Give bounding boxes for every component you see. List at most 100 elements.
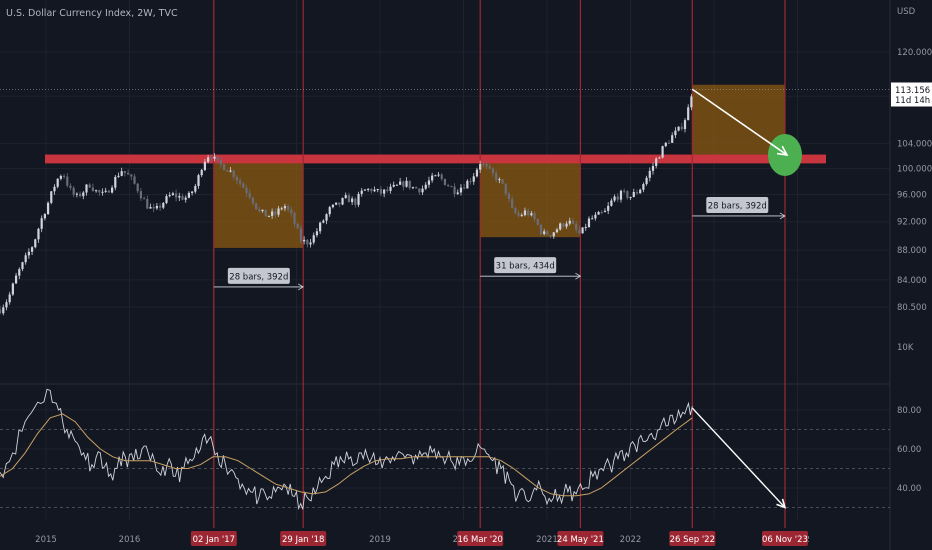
candle-body xyxy=(239,180,242,184)
candle-body xyxy=(600,212,603,214)
event-date-label: 29 Jan '18 xyxy=(282,535,324,545)
candle-body xyxy=(514,208,517,214)
candle-body xyxy=(274,211,277,215)
candle-body xyxy=(325,214,328,221)
candle-body xyxy=(575,223,578,230)
candle-body xyxy=(264,209,267,217)
candle-body xyxy=(520,215,523,217)
candle-body xyxy=(667,142,671,144)
candle-body xyxy=(75,193,78,195)
candle-body xyxy=(674,130,677,136)
candle-body xyxy=(210,157,213,159)
event-date-label: 24 May '21 xyxy=(557,535,604,545)
candle-body xyxy=(88,184,91,188)
candle-body xyxy=(27,251,30,256)
candle-body xyxy=(69,185,72,188)
resistance-band-rect xyxy=(45,154,826,164)
candle-body xyxy=(34,239,37,248)
candle-body xyxy=(488,166,491,169)
candle-body xyxy=(607,205,610,211)
annotations: 28 bars, 392d 31 bars, 434d 28 bars, 392d xyxy=(213,88,802,509)
price-axis-unit: USD xyxy=(897,7,916,17)
candle-body xyxy=(389,186,392,191)
candle-body xyxy=(18,269,21,276)
candle-body xyxy=(277,208,280,215)
candle-body xyxy=(495,173,498,181)
candle-body xyxy=(322,220,325,223)
candle-body xyxy=(571,220,575,224)
candle-body xyxy=(671,135,674,143)
measure-arrow-head xyxy=(779,212,786,220)
time-tick-label: 2021 xyxy=(536,535,558,545)
candle-body xyxy=(677,126,680,131)
candle-body xyxy=(491,168,495,174)
candle-body xyxy=(232,170,235,177)
candle-body xyxy=(91,187,94,191)
candle-body xyxy=(354,198,357,205)
candle-body xyxy=(533,213,536,220)
candle-body xyxy=(261,209,264,212)
candle-body xyxy=(66,176,69,186)
candle-body xyxy=(40,218,43,229)
time-range-zone xyxy=(480,158,581,238)
candle-body xyxy=(351,198,354,203)
candle-body xyxy=(72,187,75,195)
measure-arrow-head xyxy=(575,272,582,280)
candle-body xyxy=(107,190,110,193)
candle-body xyxy=(357,193,360,205)
candle-body xyxy=(402,181,405,187)
candle-body xyxy=(466,180,469,189)
candle-body xyxy=(319,222,322,232)
candle-body xyxy=(552,232,555,237)
candle-body xyxy=(303,239,306,242)
candle-body xyxy=(5,302,8,308)
candle-body xyxy=(85,184,88,193)
candle-body xyxy=(30,247,34,252)
time-tick-label: 2015 xyxy=(35,535,57,545)
candle-body xyxy=(78,193,82,197)
candle-body xyxy=(2,307,5,314)
candle-body xyxy=(648,170,651,178)
candle-body xyxy=(299,228,303,242)
candle-body xyxy=(399,181,402,185)
candle-body xyxy=(43,214,46,219)
candle-body xyxy=(165,196,168,203)
candle-body xyxy=(200,169,203,176)
candle-body xyxy=(194,186,197,192)
candle-body xyxy=(373,189,376,192)
candle-body xyxy=(287,206,290,210)
candle-body xyxy=(149,206,152,209)
event-date-label: 06 Nov '23 xyxy=(762,535,808,545)
candle-body xyxy=(655,158,658,166)
candle-body xyxy=(171,193,175,196)
projection-arrow-head xyxy=(776,145,789,156)
oscillator-moving-average xyxy=(0,413,693,497)
zones xyxy=(213,84,785,248)
candle-body xyxy=(290,209,293,214)
candle-body xyxy=(504,183,507,194)
candle-body xyxy=(440,174,443,179)
candle-body xyxy=(562,223,565,227)
candle-body xyxy=(216,156,219,161)
candle-body xyxy=(690,96,693,108)
candle-body xyxy=(568,220,571,224)
resistance-band xyxy=(45,154,826,164)
candle-body xyxy=(245,188,248,194)
candle-body xyxy=(312,235,315,243)
candle-body xyxy=(661,146,664,158)
candle-body xyxy=(191,191,194,193)
candle-body xyxy=(315,231,319,236)
candle-body xyxy=(523,210,527,216)
candle-body xyxy=(408,180,411,188)
candle-body xyxy=(363,189,367,191)
candle-body xyxy=(658,157,661,159)
candle-body xyxy=(427,180,431,185)
candle-body xyxy=(370,188,373,192)
candle-body xyxy=(120,171,123,176)
candle-body xyxy=(184,197,187,200)
candle-body xyxy=(11,283,14,295)
candle-body xyxy=(482,164,485,166)
price-tick-label: 100.000 xyxy=(897,164,932,174)
measure-label: 28 bars, 392d xyxy=(708,201,767,211)
